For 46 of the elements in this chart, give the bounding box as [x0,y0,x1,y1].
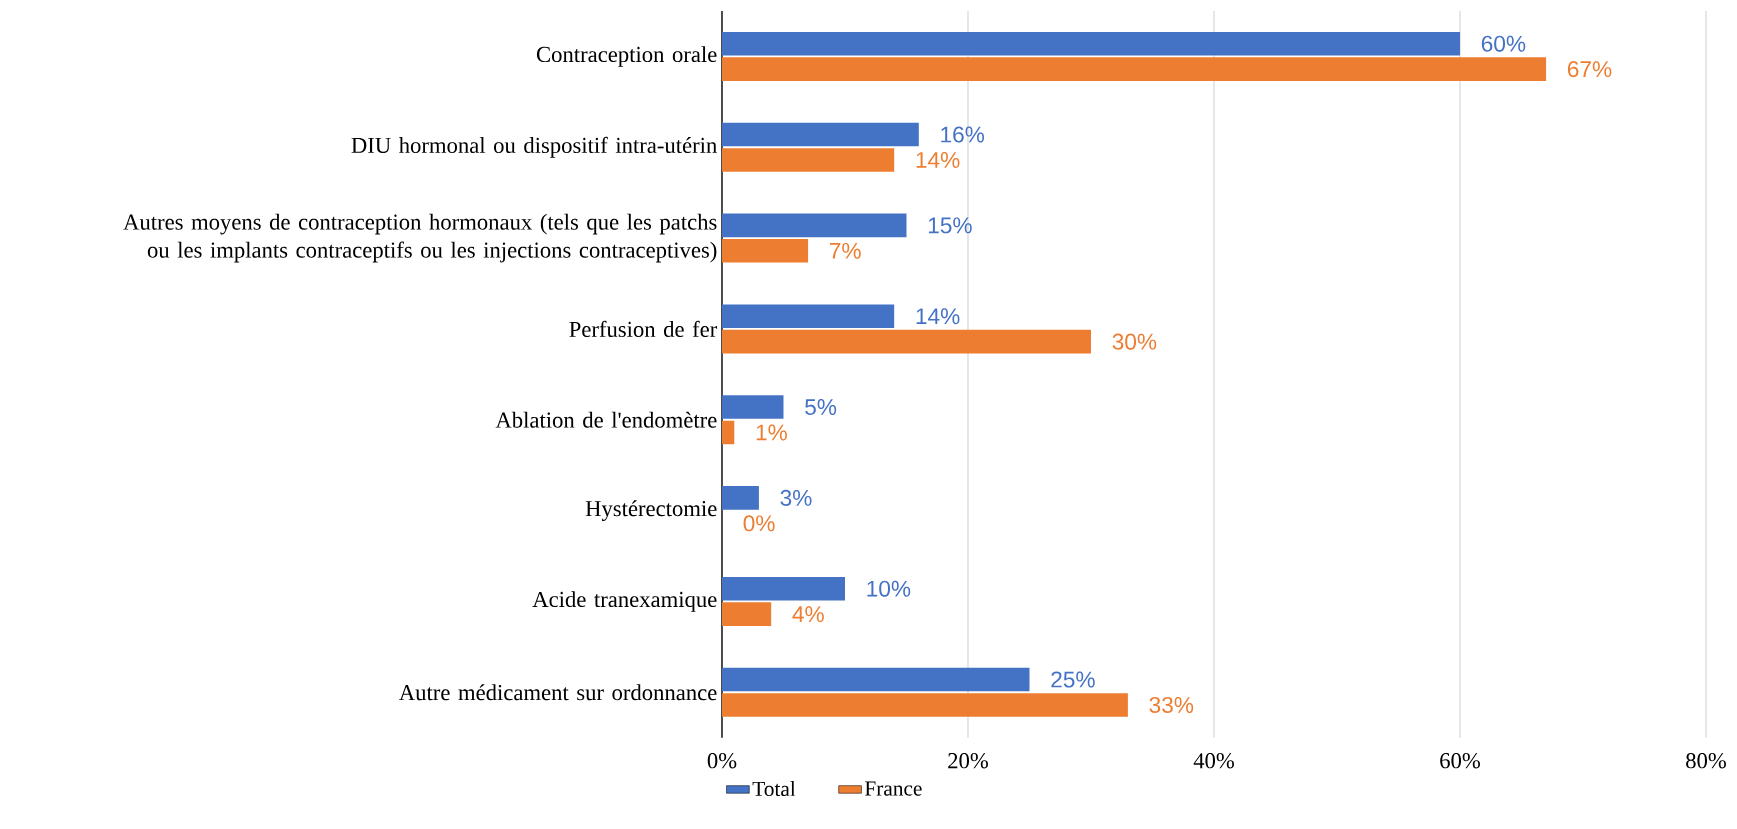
bar [721,148,895,172]
data-label: 0% [743,515,775,532]
y-tick-label: Perfusion de fer [569,320,718,338]
y-tick-label: DIU hormonal ou dispositif intra-utérin [351,136,717,158]
y-tick-label: Autre médicament sur ordonnance [399,684,717,701]
y-tick-label: Acide tranexamique [532,591,717,612]
data-label: 4% [792,606,824,623]
x-tick-label: 80% [1686,753,1726,769]
legend-label: Total [752,781,796,797]
data-label: 33% [1149,696,1194,714]
bar [721,57,1547,81]
bar [721,213,907,238]
bar [721,576,845,601]
data-label: 30% [1112,333,1157,350]
y-tick-label: Autres moyens de contraception hormonaux (tels que les patchs ou les implants contraceptifs ou les injections contraceptives) [123,213,717,263]
bar [721,693,1128,717]
data-label: 1% [756,424,787,441]
bar [721,122,919,147]
bar [721,329,1091,354]
data-label: 14% [916,308,960,325]
data-label: 3% [780,489,812,506]
bar [721,486,759,510]
x-tick-label: 20% [948,753,988,769]
bar [721,239,809,263]
x-tick-label: 40% [1193,753,1234,769]
y-tick-label: Contraception orale [536,46,717,67]
legend-label: France [864,781,922,796]
data-label: 16% [941,126,985,143]
bar [721,420,735,445]
data-label: 5% [805,399,837,416]
bar [721,31,1460,56]
x-tick-label: 60% [1440,753,1480,769]
data-label: 14% [916,152,960,168]
bar [721,395,784,419]
bar [721,304,895,329]
bar [721,667,1030,692]
bar [721,602,772,626]
data-label: 7% [829,242,861,259]
data-label: 60% [1481,35,1526,52]
data-label: 10% [867,580,911,597]
y-tick-label: Hystérectomie [585,500,717,521]
data-label: 25% [1051,671,1095,688]
data-label: 67% [1567,61,1612,78]
y-tick-label: Ablation de l'endomètre [495,411,717,428]
x-tick-label: 0% [707,753,737,769]
data-label: 15% [928,217,972,234]
